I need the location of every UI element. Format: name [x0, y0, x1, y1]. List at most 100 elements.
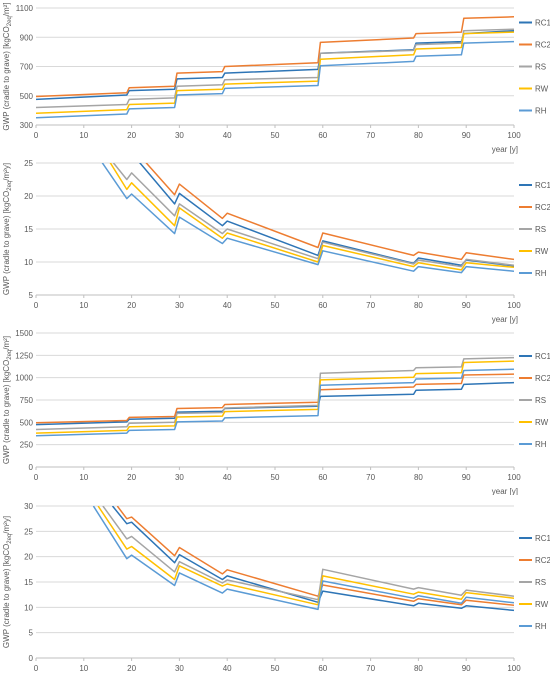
x-tick-label: 90: [462, 664, 471, 673]
legend-label-rs: RS: [535, 225, 546, 234]
series-line-rc1: [138, 163, 514, 267]
legend-label-rc1: RC1: [535, 181, 550, 190]
series-line-rs: [102, 506, 514, 601]
chart-3: 0 250 500 750 1000 1250 1500 0 10 20 30 40 50 60 70 80 9…: [2, 330, 550, 495]
series-line-rh: [92, 506, 514, 611]
y-tick-label: 1100: [16, 4, 34, 13]
series-line-rc2: [145, 163, 514, 261]
legend-label-rc2: RC2: [535, 41, 550, 50]
y-axis-title-unit: /m²]: [2, 2, 11, 16]
series-line-rw: [109, 163, 514, 271]
legend-label-rw: RW: [535, 600, 549, 609]
y-tick-label: 1000: [15, 374, 33, 383]
y-tick-label: 20: [24, 192, 33, 201]
y-tick-label: 0: [29, 463, 34, 472]
y-tick-label: 20: [24, 553, 33, 562]
x-tick-label: 100: [507, 301, 521, 310]
x-tick-label: 100: [507, 664, 521, 673]
legend-label-rs: RS: [535, 63, 546, 72]
series-line-rs: [36, 28, 514, 109]
x-tick-label: 50: [271, 131, 280, 140]
series-line-rc2: [36, 16, 514, 98]
chart-1: 300 500 700 900 1100 0 10 20 30 40 50 60 70 80 90 100 ye…: [2, 2, 550, 154]
legend-label-rc1: RC1: [535, 352, 550, 361]
x-tick-label: 60: [318, 131, 327, 140]
y-tick-label: 25: [24, 160, 33, 168]
series-line-rc1: [36, 29, 514, 101]
x-tick-label: 60: [318, 473, 327, 482]
chart-2: 5 10 15 20 25 0 10 20 30 40 50 60 70 80 90 100 year [y] G…: [2, 160, 550, 324]
y-axis-title: GWP (cradle to grave) [kgCO2eq/m²]: [2, 2, 13, 130]
x-tick-label: 0: [34, 473, 39, 482]
series-line-rs: [36, 356, 514, 431]
x-tick-label: 0: [34, 301, 39, 310]
series-line-rc2: [116, 506, 514, 607]
x-tick-label: 60: [318, 664, 327, 673]
x-tick-label: 40: [223, 131, 232, 140]
x-axis-title: year [y]: [492, 487, 518, 495]
x-tick-label: 80: [414, 131, 423, 140]
series-line-rw: [36, 360, 514, 434]
x-tick-label: 30: [175, 301, 184, 310]
legend-label-rc1: RC1: [535, 534, 550, 543]
x-tick-label: 0: [34, 664, 39, 673]
x-tick-label: 40: [223, 301, 232, 310]
series-group: [36, 356, 514, 437]
series-line-rh: [36, 368, 514, 437]
x-tick-label: 100: [507, 473, 521, 482]
y-axis-title: GWP (cradle to grave) [kgCO2eq/m²y]: [2, 516, 13, 648]
y-tick-label: 5: [29, 291, 34, 300]
y-tick-label: 15: [24, 578, 33, 587]
y-tick-label: 900: [20, 33, 34, 42]
y-axis-title-unit: /m²y]: [2, 163, 11, 181]
y-tick-label: 750: [20, 396, 34, 405]
x-tick-label: 60: [318, 301, 327, 310]
x-tick-label: 80: [414, 473, 423, 482]
y-tick-label: 500: [20, 92, 34, 101]
series-line-rs: [112, 163, 514, 268]
x-tick-label: 70: [366, 131, 375, 140]
series-line-rh: [36, 40, 514, 119]
y-axis-title-subscript: 2eq: [7, 350, 13, 360]
legend-label-rw: RW: [535, 247, 549, 256]
x-axis-title: year [y]: [492, 315, 518, 324]
y-axis-title-subscript: 2eq: [7, 16, 13, 26]
x-tick-label: 20: [127, 131, 136, 140]
y-tick-label: 250: [20, 441, 34, 450]
chart-4: 0510152025300102030405060708090100year […: [2, 502, 550, 673]
y-axis-title: GWP (cradle to grave) [kgCO2eq/m²]: [2, 336, 13, 464]
x-tick-label: 90: [462, 131, 471, 140]
x-tick-label: 40: [223, 473, 232, 482]
y-tick-label: 30: [24, 502, 33, 511]
x-tick-label: 80: [414, 664, 423, 673]
y-tick-label: 300: [20, 121, 34, 130]
legend-label-rc2: RC2: [535, 203, 550, 212]
y-tick-label: 15: [24, 225, 33, 234]
legend-label-rc2: RC2: [535, 556, 550, 565]
series-line-rc2: [36, 373, 514, 424]
x-axis-title: year [y]: [492, 145, 518, 154]
legend-label-rc2: RC2: [535, 374, 550, 383]
x-tick-label: 20: [127, 301, 136, 310]
y-tick-label: 700: [20, 63, 34, 72]
y-axis-title-main: GWP (cradle to grave) [kgCO: [2, 360, 11, 464]
legend-label-rw: RW: [535, 418, 549, 427]
legend-label-rh: RH: [535, 622, 547, 631]
x-tick-label: 20: [127, 473, 136, 482]
y-axis-title-subscript: 2eq: [7, 534, 13, 544]
legend-label-rh: RH: [535, 269, 547, 278]
x-tick-label: 80: [414, 301, 423, 310]
series-line-rw: [97, 506, 514, 606]
series-group: [101, 163, 514, 274]
x-tick-label: 20: [127, 664, 136, 673]
series-line-rh: [101, 163, 514, 274]
y-axis-title-unit: /m²y]: [2, 516, 11, 534]
legend-label-rs: RS: [535, 396, 546, 405]
x-tick-label: 40: [223, 664, 232, 673]
y-axis-title-main: GWP (cradle to grave) [kgCO: [2, 544, 11, 648]
x-tick-label: 30: [175, 473, 184, 482]
x-tick-label: 70: [366, 301, 375, 310]
x-tick-label: 10: [79, 301, 88, 310]
series-group: [36, 16, 514, 119]
